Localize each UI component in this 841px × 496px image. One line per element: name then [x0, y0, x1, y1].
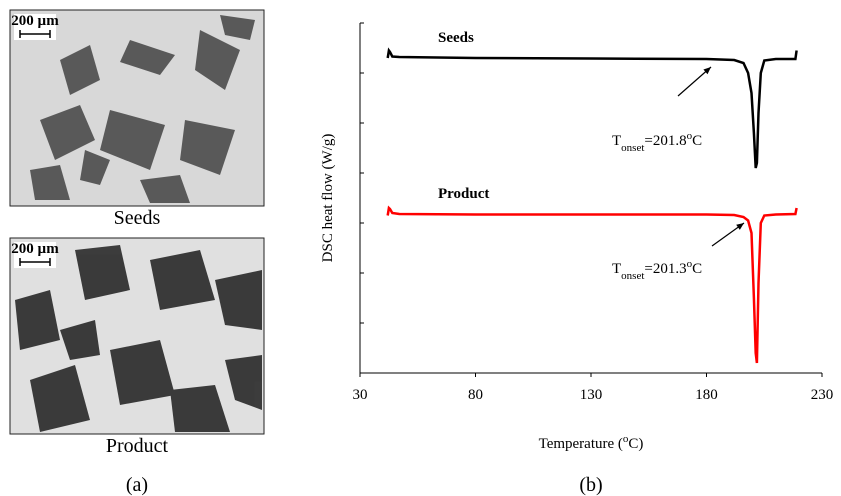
scale-bar	[19, 258, 51, 266]
caption: (a)	[126, 474, 148, 496]
annotation-part: C	[692, 133, 702, 149]
series-label: Product	[438, 186, 489, 202]
panel-label: Product	[106, 435, 169, 457]
x-axis-title-part: C)	[628, 436, 643, 452]
x-tick-label: 180	[695, 387, 718, 403]
x-tick-label: 30	[353, 387, 368, 403]
x-tick-label: 130	[580, 387, 603, 403]
annotation-part: onset	[621, 270, 644, 282]
series-line	[386, 205, 798, 364]
annotation-part: onset	[621, 142, 644, 154]
crystals	[30, 15, 255, 203]
x-axis-title: Temperature (oC)	[539, 433, 644, 452]
annotation-part: C	[692, 261, 702, 277]
series-line	[386, 47, 798, 169]
micrograph-seeds	[9, 9, 265, 207]
annotation: Tonset=201.8oC	[612, 130, 702, 154]
x-tick-label: 230	[811, 387, 834, 403]
annotation-part: o	[687, 130, 693, 142]
scale-bar	[19, 30, 51, 38]
series-label: Seeds	[438, 30, 474, 46]
x-tick-label: 80	[468, 387, 483, 403]
x-axis-title-part: o	[623, 433, 629, 445]
annotation-part: T	[612, 133, 621, 149]
arrow-head	[736, 223, 744, 230]
scale-bar-label: 200 µm	[11, 13, 59, 29]
arrow-head	[703, 67, 711, 75]
annotation-part: =201.8	[644, 133, 686, 149]
annotation-part: o	[687, 258, 693, 270]
panel-label: Seeds	[114, 207, 161, 229]
scale-bar-box	[14, 14, 56, 40]
scale-bar-label: 200 µm	[11, 241, 59, 257]
annotation-part: =201.3	[644, 261, 686, 277]
caption: (b)	[579, 474, 602, 496]
annotation-part: T	[612, 261, 621, 277]
scale-bar-box	[14, 242, 56, 268]
annotation: Tonset=201.3oC	[612, 258, 702, 282]
crystals	[15, 245, 262, 432]
y-axis-title: DSC heat flow (W/g)	[320, 134, 336, 263]
x-axis-title-part: Temperature (	[539, 436, 623, 452]
micrograph-product	[9, 237, 265, 435]
